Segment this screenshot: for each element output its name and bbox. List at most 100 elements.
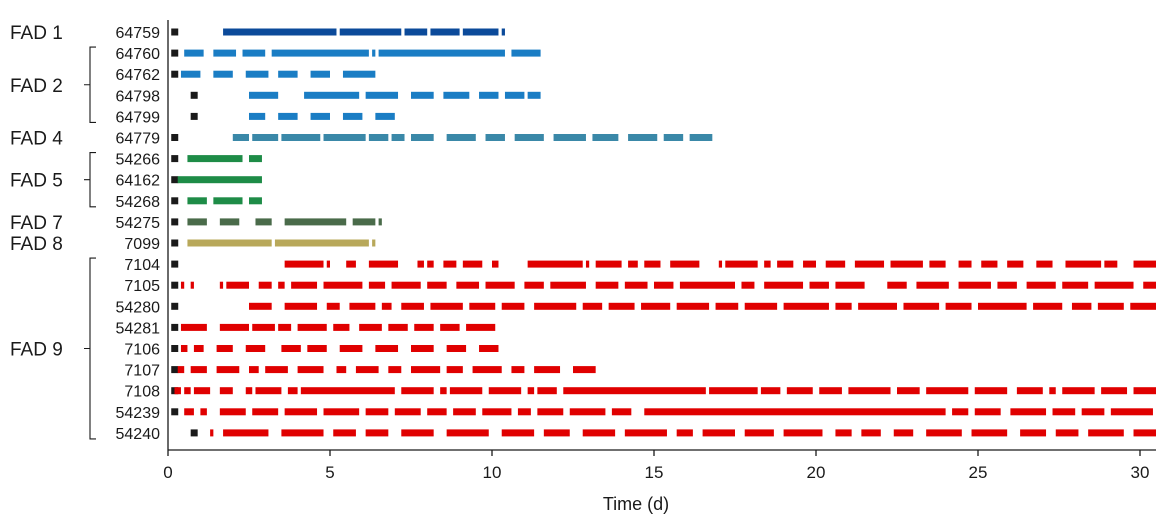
detection-segment	[1110, 408, 1153, 416]
detection-segment	[249, 155, 262, 163]
detection-segment	[644, 408, 946, 416]
detection-segment	[284, 302, 318, 310]
detection-segment	[414, 323, 434, 331]
detection-segment	[1055, 429, 1079, 437]
detection-segment	[958, 281, 991, 289]
detection-segment	[210, 429, 214, 437]
detection-segment	[274, 239, 369, 247]
detection-segment	[190, 366, 207, 374]
detection-segment	[641, 302, 671, 310]
detection-segment	[401, 429, 434, 437]
detection-segment	[187, 218, 207, 226]
fad-group-label: FAD 2	[10, 76, 63, 97]
detection-segment	[323, 134, 366, 141]
detection-segment	[310, 112, 330, 120]
detection-segment	[974, 408, 1001, 416]
release-marker	[171, 218, 179, 226]
detection-segment	[462, 260, 483, 268]
detection-segment	[446, 345, 467, 352]
tag-row: 54239	[116, 405, 1153, 422]
detection-segment	[297, 366, 324, 374]
detection-segment	[534, 366, 561, 374]
detection-segment	[825, 260, 846, 268]
detection-segment	[1065, 260, 1102, 268]
detection-segment	[219, 387, 233, 395]
detection-segment	[184, 387, 191, 395]
detection-segment	[890, 260, 923, 268]
detection-segment	[485, 134, 505, 141]
detection-segment	[346, 260, 356, 268]
detection-segment	[278, 70, 298, 78]
release-marker	[171, 28, 179, 36]
detection-segment	[628, 134, 658, 141]
detection-segment	[359, 323, 382, 331]
detection-segment	[504, 91, 525, 99]
fad-group-label: FAD 1	[10, 23, 63, 44]
detection-segment	[223, 28, 337, 36]
detection-segment	[252, 408, 279, 416]
detection-segment	[1007, 260, 1024, 268]
detection-segment	[297, 323, 327, 331]
detection-segment	[1104, 260, 1118, 268]
detection-segment	[783, 302, 829, 310]
detection-segment	[443, 260, 457, 268]
detection-segment	[187, 197, 207, 205]
detection-segment	[744, 429, 774, 437]
tag-id-label: 54275	[116, 215, 161, 232]
release-marker	[190, 91, 198, 99]
detection-segment	[417, 260, 424, 268]
tag-id-label: 7107	[124, 363, 160, 380]
detection-segment	[628, 260, 638, 268]
detection-segment	[310, 70, 330, 78]
detection-segment	[342, 112, 363, 120]
tag-id-label: 7106	[124, 342, 160, 359]
detection-segment	[534, 302, 577, 310]
detection-segment	[349, 302, 376, 310]
detection-segment	[304, 91, 360, 99]
detection-segment	[446, 134, 476, 141]
detection-segment	[971, 429, 1008, 437]
release-marker	[190, 112, 198, 120]
detection-segment	[323, 408, 360, 416]
tag-row: 64760	[116, 46, 541, 63]
detection-segment	[187, 155, 243, 163]
tag-row: 7105	[124, 278, 1156, 295]
detection-segment	[809, 281, 829, 289]
detection-segment	[492, 260, 499, 268]
detection-segment	[858, 302, 897, 310]
detection-segment	[339, 28, 402, 36]
detection-segment	[485, 281, 515, 289]
detection-segment	[388, 366, 402, 374]
detection-segment	[926, 429, 962, 437]
detection-segment	[213, 49, 237, 57]
detection-segment	[249, 91, 279, 99]
x-tick-label: 20	[807, 463, 826, 482]
detection-segment	[278, 323, 292, 331]
tag-id-label: 7108	[124, 384, 160, 401]
detection-segment	[401, 302, 424, 310]
detection-segment	[764, 260, 771, 268]
detection-segment	[440, 323, 460, 331]
fad-group-label: FAD 8	[10, 234, 63, 255]
tag-id-label: 64779	[116, 131, 161, 148]
detection-segment	[375, 112, 395, 120]
detection-segment	[249, 112, 266, 120]
detection-segment	[440, 387, 447, 395]
detection-segment	[595, 260, 622, 268]
fad-group-label: FAD 4	[10, 129, 63, 150]
detection-segment	[848, 387, 891, 395]
detection-segment	[378, 218, 382, 226]
detection-segment	[1133, 260, 1156, 268]
release-marker	[171, 49, 179, 57]
detection-segment	[411, 366, 441, 374]
tag-row: 7104	[124, 257, 1156, 274]
detection-segment	[887, 281, 907, 289]
detection-segment	[679, 281, 735, 289]
detection-segment	[365, 408, 389, 416]
detection-segment	[200, 408, 207, 416]
detection-segment	[760, 387, 781, 395]
tag-id-label: 54268	[116, 194, 161, 211]
fad-group-label: FAD 9	[10, 340, 63, 361]
detection-segment	[1081, 408, 1105, 416]
detection-segment	[281, 134, 321, 141]
